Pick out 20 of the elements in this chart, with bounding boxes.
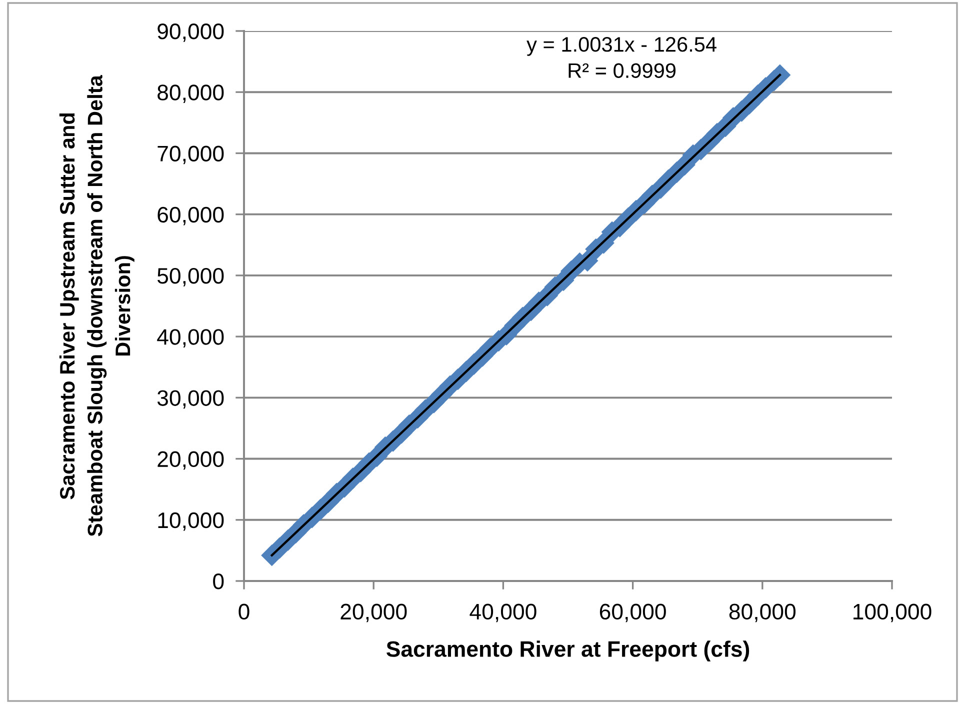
y-tick-label: 0 — [213, 574, 224, 590]
y-tick-label: 40,000 — [157, 329, 224, 348]
y-tick-label: 80,000 — [158, 84, 224, 104]
y-tick-label: 20,000 — [158, 451, 224, 470]
x-tick-label: 80,000 — [729, 604, 796, 622]
x-tick-label: 100,000 — [854, 604, 932, 622]
x-axis-title: Sacramento River at Freeport (cfs) — [386, 640, 750, 662]
x-tick-label: 40,000 — [470, 604, 536, 622]
y-tick-label: 70,000 — [158, 146, 224, 164]
x-tick-label: 0 — [238, 604, 250, 620]
y-tick-label: 10,000 — [158, 512, 224, 531]
y-tick-label: 60,000 — [158, 206, 224, 226]
x-tick-label: 20,000 — [340, 604, 407, 622]
y-tick-label: 90,000 — [158, 24, 224, 42]
x-tick-label: 60,000 — [600, 604, 666, 622]
y-tick-label: 30,000 — [157, 390, 224, 409]
y-axis-title: Sacramento River Upstream Sutter and Steamboat Slough (downstream of North Delta Diversion) — [59, 74, 134, 536]
annotation: R² = 0.9999 — [568, 63, 676, 78]
annotation: y = 1.0031x - 126.54 — [526, 37, 716, 56]
y-tick-label: 50,000 — [157, 268, 224, 286]
